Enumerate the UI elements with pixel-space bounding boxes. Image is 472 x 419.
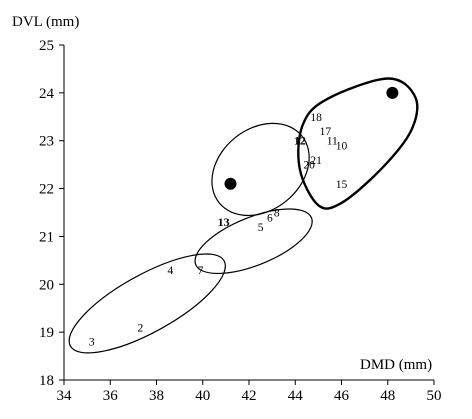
y-tick-label: 23 xyxy=(39,134,54,150)
y-tick-label: 25 xyxy=(39,38,54,54)
point-label-15: 15 xyxy=(336,179,348,191)
y-tick-label: 20 xyxy=(39,277,54,293)
point-label-4: 4 xyxy=(168,265,174,277)
point-label-3: 3 xyxy=(89,337,95,349)
x-tick-label: 40 xyxy=(195,388,210,404)
y-tick-label: 21 xyxy=(39,229,54,245)
point-label-8: 8 xyxy=(274,208,280,220)
reference-point-2 xyxy=(386,86,399,99)
x-tick-label: 50 xyxy=(427,388,442,404)
point-label-6: 6 xyxy=(267,212,273,224)
group-outlines xyxy=(68,77,419,354)
x-tick-label: 44 xyxy=(288,388,304,404)
x-tick-label: 34 xyxy=(57,388,73,404)
y-tick-label: 18 xyxy=(39,373,54,389)
x-axis-title: DMD (mm) xyxy=(360,357,432,373)
point-label-5: 5 xyxy=(258,222,264,234)
reference-point-1 xyxy=(224,177,237,190)
group-ellipse-g1 xyxy=(68,253,226,354)
x-tick-label: 36 xyxy=(103,388,119,404)
x-tick-label: 46 xyxy=(334,388,350,404)
plot-frame xyxy=(63,45,434,381)
group-ellipse-g2 xyxy=(194,208,313,275)
y-tick-label: 24 xyxy=(39,86,55,102)
group-ellipse-g3 xyxy=(211,122,310,217)
point-label-11: 11 xyxy=(327,136,338,148)
x-tick-label: 38 xyxy=(149,388,164,404)
y-tick-label: 19 xyxy=(39,325,54,341)
point-label-12: 12 xyxy=(294,134,306,148)
x-tick-label: 48 xyxy=(380,388,395,404)
point-label-10: 10 xyxy=(336,141,348,153)
group-outline-g4 xyxy=(297,77,419,210)
x-tick-label: 42 xyxy=(242,388,257,404)
point-label-17: 17 xyxy=(320,126,332,138)
point-label-21: 21 xyxy=(310,155,322,167)
point-label-2: 2 xyxy=(137,322,143,334)
point-label-18: 18 xyxy=(310,112,322,124)
point-label-20: 20 xyxy=(303,160,315,172)
y-axis-title: DVL (mm) xyxy=(12,14,79,30)
point-label-7: 7 xyxy=(198,265,204,277)
point-label-13: 13 xyxy=(218,215,230,229)
y-tick-label: 22 xyxy=(39,182,54,198)
